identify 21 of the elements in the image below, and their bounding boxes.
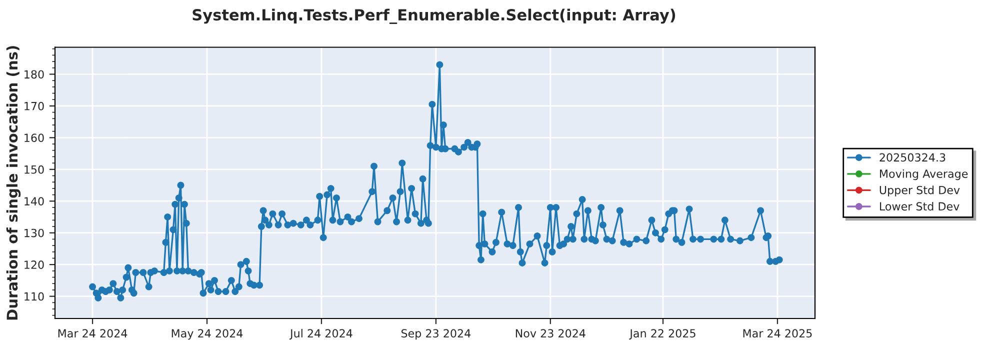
y-tick-label: 110: [24, 292, 44, 301]
x-tick-label: Mar 24 2024: [58, 329, 128, 338]
y-tick-label: 120: [24, 260, 44, 269]
y-tick-label: 130: [24, 228, 44, 238]
x-tick-label: Mar 24 2025: [743, 329, 812, 338]
x-tick-label: Nov 23 2024: [516, 329, 586, 338]
legend-label: Lower Std Dev: [880, 202, 960, 211]
chart-title: System.Linq.Tests.Perf_Enumerable.Select(input: Array): [192, 8, 676, 24]
x-tick-label: Jan 22 2025: [629, 329, 696, 340]
y-axis-title: Duration of single invocation (ns): [6, 46, 21, 320]
x-tick-label: Sep 23 2024: [401, 329, 471, 340]
y-tick-label: 160: [24, 134, 44, 142]
legend-label: 20250324.3: [880, 153, 946, 162]
x-tick-label: Jul 24 2024: [289, 328, 352, 340]
y-tick-label: 170: [24, 102, 44, 110]
y-tick-label: 180: [24, 70, 44, 79]
y-tick-label: 140: [24, 197, 44, 206]
y-tick-label: 150: [24, 165, 44, 174]
legend-label: Moving Average: [880, 169, 968, 180]
x-tick-label: May 24 2024: [172, 329, 243, 340]
legend-label: Upper Std Dev: [880, 186, 960, 196]
